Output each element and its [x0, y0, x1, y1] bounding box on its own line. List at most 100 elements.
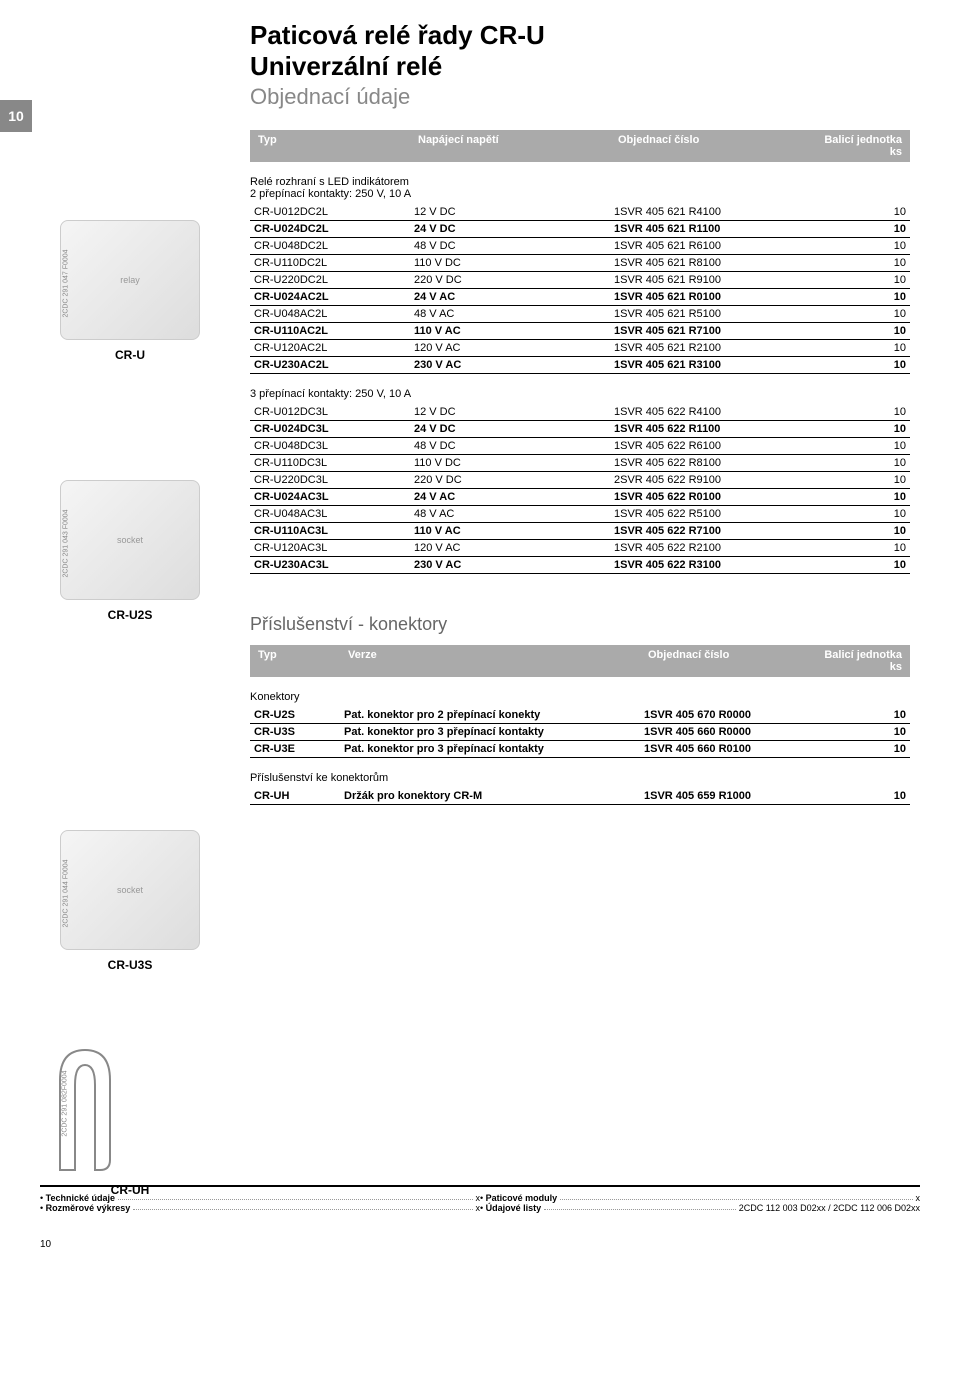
section4-title: Příslušenství ke konektorům	[250, 772, 910, 784]
cell-type: CR-U024AC3L	[250, 489, 410, 506]
cell-unit: 10	[850, 404, 910, 421]
cell-type: CR-U230AC3L	[250, 557, 410, 574]
cell-volt: 12 V DC	[410, 404, 610, 421]
cell-volt: 110 V DC	[410, 455, 610, 472]
table-row: CR-U012DC2L12 V DC1SVR 405 621 R410010	[250, 204, 910, 221]
cell-type: CR-U024DC2L	[250, 221, 410, 238]
footer-label: Paticové moduly	[480, 1193, 557, 1203]
table-row: CR-U048AC3L48 V AC1SVR 405 622 R510010	[250, 506, 910, 523]
subtitle: Objednací údaje	[250, 84, 960, 110]
cell-order: 1SVR 405 622 R8100	[610, 455, 850, 472]
page-number-bottom: 10	[40, 1239, 960, 1250]
footer-page: 2CDC 112 003 D02xx / 2CDC 112 006 D02xx	[739, 1203, 920, 1213]
cell-volt: 110 V DC	[410, 255, 610, 272]
table-rows-2: CR-U012DC3L12 V DC1SVR 405 622 R410010CR…	[250, 404, 910, 574]
product-label-4: CR-UH	[40, 1183, 220, 1197]
sidebar-product-1: 2CDC 291 047 F0004 relay CR-U	[40, 220, 220, 392]
cell-volt: 48 V DC	[410, 238, 610, 255]
title-2: Univerzální relé	[250, 51, 960, 82]
product-code-2: 2CDC 291 043 F0004	[63, 509, 70, 577]
table-row: CR-U110DC2L110 V DC1SVR 405 621 R810010	[250, 255, 910, 272]
cell-order: 1SVR 405 622 R0100	[610, 489, 850, 506]
section1-title: Relé rozhraní s LED indikátorem 2 přepín…	[250, 176, 910, 200]
cell-volt: 220 V DC	[410, 472, 610, 489]
cell-order: 1SVR 405 621 R6100	[610, 238, 850, 255]
cell-order: 1SVR 405 660 R0000	[640, 724, 850, 741]
cell-unit: 10	[850, 204, 910, 221]
cell-ver: Pat. konektor pro 2 přepínací konekty	[340, 707, 640, 724]
th2-ver: Verze	[348, 649, 648, 673]
cell-order: 1SVR 405 622 R2100	[610, 540, 850, 557]
cell-type: CR-U2S	[250, 707, 340, 724]
table-row: CR-U048DC2L48 V DC1SVR 405 621 R610010	[250, 238, 910, 255]
cell-unit: 10	[850, 472, 910, 489]
th2-type: Typ	[258, 649, 348, 673]
cell-unit: 10	[850, 724, 910, 741]
product-image-2: socket	[60, 480, 200, 600]
footer-dots	[544, 1203, 736, 1210]
product-label-1: CR-U	[40, 348, 220, 362]
product-code-1: 2CDC 291 047 F0004	[63, 249, 70, 317]
cell-order: 1SVR 405 670 R0000	[640, 707, 850, 724]
table-row: CR-U230AC3L230 V AC1SVR 405 622 R310010	[250, 557, 910, 574]
cell-order: 1SVR 405 621 R2100	[610, 340, 850, 357]
cell-unit: 10	[850, 323, 910, 340]
table-row: CR-U012DC3L12 V DC1SVR 405 622 R410010	[250, 404, 910, 421]
table-row: CR-U024AC2L24 V AC1SVR 405 621 R010010	[250, 289, 910, 306]
table-row: CR-U110AC3L110 V AC1SVR 405 622 R710010	[250, 523, 910, 540]
section2-title: 3 přepínací kontakty: 250 V, 10 A	[250, 388, 910, 400]
footer-item: Údajové listy 2CDC 112 003 D02xx / 2CDC 1…	[480, 1203, 920, 1213]
cell-ver: Držák pro konektory CR-M	[340, 788, 640, 805]
table-row: CR-U3EPat. konektor pro 3 přepínací kont…	[250, 741, 910, 758]
table-row: CR-U120AC2L120 V AC1SVR 405 621 R210010	[250, 340, 910, 357]
cell-volt: 120 V AC	[410, 340, 610, 357]
cell-volt: 48 V DC	[410, 438, 610, 455]
th-volt: Napájecí napětí	[418, 134, 618, 158]
cell-order: 1SVR 405 621 R5100	[610, 306, 850, 323]
sidebar-product-4: 2CDC 291 082F0004 CR-UH	[40, 1040, 220, 1227]
table-row: CR-U220DC2L220 V DC1SVR 405 621 R910010	[250, 272, 910, 289]
cell-unit: 10	[850, 289, 910, 306]
cell-volt: 110 V AC	[410, 523, 610, 540]
cell-volt: 230 V AC	[410, 557, 610, 574]
page-header: Paticová relé řady CR-U Univerzální relé…	[250, 0, 960, 110]
cell-type: CR-U048AC3L	[250, 506, 410, 523]
footer-dots	[560, 1193, 912, 1200]
cell-volt: 24 V DC	[410, 221, 610, 238]
cell-type: CR-U012DC3L	[250, 404, 410, 421]
sidebar-product-3: 2CDC 291 044 F0004 socket CR-U3S	[40, 830, 220, 1002]
cell-unit: 10	[850, 421, 910, 438]
cell-volt: 120 V AC	[410, 540, 610, 557]
cell-unit: 10	[850, 221, 910, 238]
cell-ver: Pat. konektor pro 3 přepínací kontakty	[340, 724, 640, 741]
cell-unit: 10	[850, 272, 910, 289]
cell-unit: 10	[850, 506, 910, 523]
table-row: CR-U220DC3L220 V DC2SVR 405 622 R910010	[250, 472, 910, 489]
th2-unit: Balicí jednotka ks	[792, 649, 902, 673]
cell-unit: 10	[850, 357, 910, 374]
cell-volt: 24 V DC	[410, 421, 610, 438]
cell-type: CR-U3E	[250, 741, 340, 758]
cell-type: CR-U110DC2L	[250, 255, 410, 272]
table-row: CR-U024DC3L24 V DC1SVR 405 622 R110010	[250, 421, 910, 438]
page-number-tab: 10	[0, 100, 32, 132]
footer-label: Údajové listy	[480, 1203, 541, 1213]
cell-order: 1SVR 405 622 R5100	[610, 506, 850, 523]
th2-order: Objednací číslo	[648, 649, 792, 673]
cell-order: 1SVR 405 621 R3100	[610, 357, 850, 374]
table-row: CR-U230AC2L230 V AC1SVR 405 621 R310010	[250, 357, 910, 374]
product-code-3: 2CDC 291 044 F0004	[63, 859, 70, 927]
footer-item: Paticové modulyx	[480, 1193, 920, 1203]
section3-title: Konektory	[250, 691, 910, 703]
table2-header: Typ Verze Objednací číslo Balicí jednotk…	[250, 645, 910, 677]
cell-unit: 10	[850, 523, 910, 540]
cell-unit: 10	[850, 540, 910, 557]
cell-order: 1SVR 405 622 R1100	[610, 421, 850, 438]
table-rows-1: CR-U012DC2L12 V DC1SVR 405 621 R410010CR…	[250, 204, 910, 374]
cell-type: CR-U048AC2L	[250, 306, 410, 323]
cell-type: CR-U3S	[250, 724, 340, 741]
cell-type: CR-U048DC3L	[250, 438, 410, 455]
cell-order: 1SVR 405 621 R7100	[610, 323, 850, 340]
cell-unit: 10	[850, 255, 910, 272]
cell-type: CR-U220DC2L	[250, 272, 410, 289]
